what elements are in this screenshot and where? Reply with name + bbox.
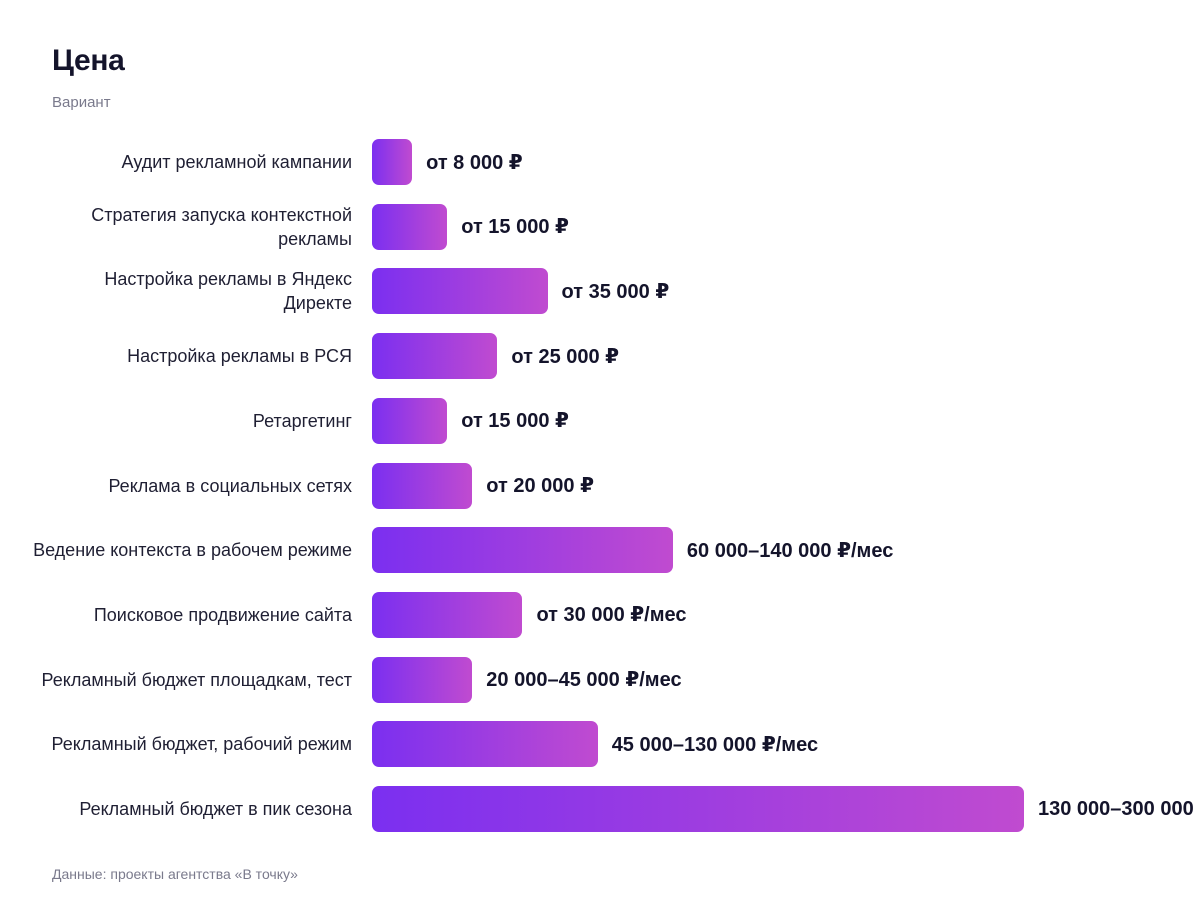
bar-row: Поисковое продвижение сайта от 30 000 ₽/м… (0, 583, 1200, 647)
bar (372, 333, 498, 380)
bar-chart: Аудит рекламной кампании от 8 000 ₽ Страте… (0, 130, 1200, 850)
bar (372, 203, 448, 250)
bar (372, 397, 448, 444)
value-label: от 25 000 ₽ (511, 345, 620, 368)
bar (372, 462, 473, 509)
source-note: Данные: проекты агентства «В точку» (52, 866, 298, 882)
bar-row: Реклама в социальных сетях от 20 000 ₽ (0, 454, 1200, 518)
chart-subtitle: Вариант (52, 94, 111, 111)
value-label: от 15 000 ₽ (461, 216, 569, 239)
bar-row: Рекламный бюджет площадкам, тест 20 000–4… (0, 648, 1200, 712)
category-label: Ведение контекста в рабочем режиме (33, 540, 352, 561)
bar (372, 656, 473, 703)
category-label: Стратегия запуска контекстной рекламы (91, 204, 352, 249)
bar-row: Рекламный бюджет в пик сезона 130 000–300… (0, 777, 1200, 841)
value-label: от 20 000 ₽ (486, 475, 595, 497)
category-label: Настройка рекламы в РСЯ (127, 346, 352, 367)
bar (372, 721, 598, 768)
bar-row: Аудит рекламной кампании от 8 000 ₽ (0, 130, 1200, 194)
category-label: Аудит рекламной кампании (121, 152, 352, 172)
value-label: от 35 000 ₽ (561, 280, 670, 303)
bar-row: Рекламный бюджет, рабочий режим 45 000–13… (0, 712, 1200, 776)
bar (372, 591, 523, 638)
category-label: Рекламный бюджет площадкам, тест (41, 669, 352, 690)
bar-row: Ведение контекста в рабочем режиме 60 000… (0, 518, 1200, 582)
bar (372, 786, 1024, 832)
chart-title: Цена (52, 44, 125, 77)
bar-row: Настройка рекламы в РСЯ от 25 000 ₽ (0, 324, 1200, 388)
category-label: Рекламный бюджет, рабочий режим (51, 734, 352, 755)
value-label: 45 000–130 000 ₽/мес (611, 733, 819, 756)
category-label: Рекламный бюджет в пик сезона (79, 799, 352, 819)
bar (372, 139, 413, 185)
bar-row: Ретаргетинг от 15 000 ₽ (0, 389, 1200, 453)
value-label: 60 000–140 000 ₽/мес (686, 539, 894, 562)
value-label: 20 000–45 000 ₽/мес (486, 669, 682, 692)
category-label: Поисковое продвижение сайта (93, 604, 352, 625)
category-label: Настройка рекламы в Яндекс Директе (104, 269, 352, 314)
bar-row: Настройка рекламы в Яндекс Директе от 35 … (0, 259, 1200, 323)
bar (372, 268, 548, 315)
value-label: от 30 000 ₽/мес (536, 604, 687, 627)
value-label: 130 000–300 000 (1038, 797, 1194, 820)
bar-row: Стратегия запуска контекстной рекламы от … (0, 195, 1200, 259)
category-label: Реклама в социальных сетях (108, 475, 352, 496)
value-label: от 8 000 ₽ (426, 151, 523, 174)
value-label: от 15 000 ₽ (461, 410, 569, 433)
category-label: Ретаргетинг (252, 410, 352, 431)
bar (372, 527, 673, 574)
